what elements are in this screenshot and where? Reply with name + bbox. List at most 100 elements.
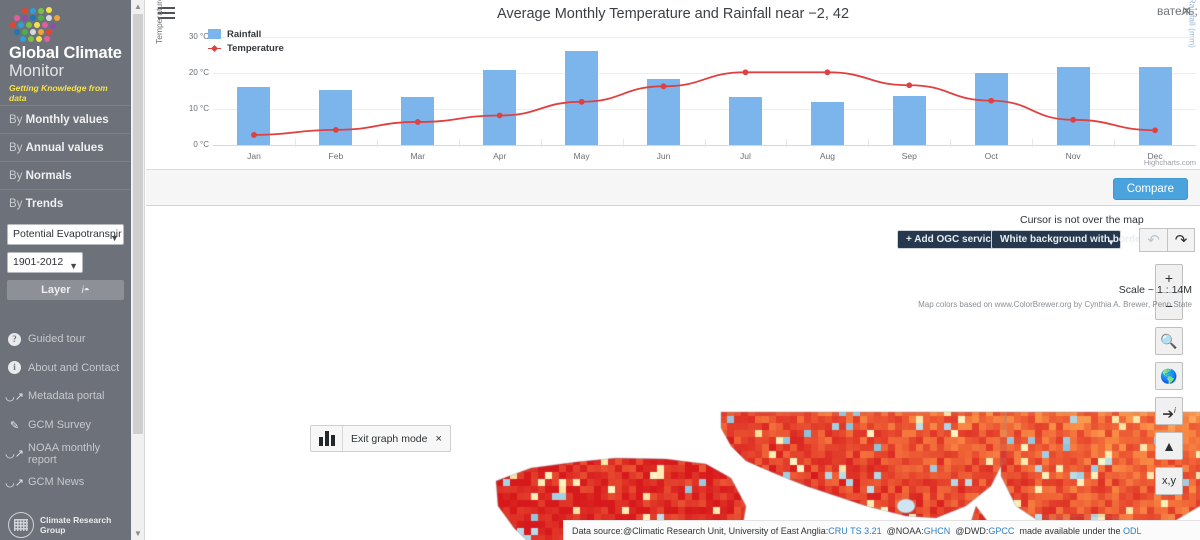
redo-arrow-icon[interactable]: ↷ [1167,228,1195,252]
chart-x-tick: Sep [901,151,917,161]
background-select[interactable]: White background with borders ▼ [991,230,1150,249]
chevron-down-icon: ▼ [69,261,78,271]
undo-redo-group: ↶ ↷ [1139,228,1195,252]
nav-prefix: By [9,198,26,210]
noaa-prefix: @NOAA: [886,526,924,536]
sidebar-item-monthly-values[interactable]: By Monthly values [0,105,131,133]
link-label: GCM News [28,476,85,489]
chart-x-tick-mark [1114,139,1116,147]
cursor-info-icon[interactable]: ➔i [1155,397,1183,425]
sidebar-scrollbar[interactable]: ▲ ▼ [131,0,145,540]
variable-select[interactable]: Potential Evapotranspir ▼ [7,224,124,245]
period-select-value: 1901-2012 [13,256,64,268]
chart-x-tick-mark [540,139,542,147]
variable-select-value: Potential Evapotranspir [13,228,122,240]
chart-x-tick-mark [622,139,624,147]
chart-x-tick-mark [786,139,788,147]
gpcc-link[interactable]: GPCC [988,526,1015,536]
nav-label: Trends [25,198,64,210]
data-source-bar: Data source:@Climatic Research Unit, Uni… [563,520,1200,540]
cursor-status-message: Cursor is not over the map [1020,214,1144,226]
scroll-down-icon[interactable]: ▼ [134,529,142,538]
scroll-up-icon[interactable]: ▲ [134,2,142,11]
undo-arrow-icon[interactable]: ↶ [1139,228,1167,252]
chart-x-tick: Jan [247,151,261,161]
sidebar-item-metadata-portal[interactable]: ◡↗ Metadata portal [0,382,131,411]
legend-label: Temperature [227,42,284,54]
sidebar-item-trends[interactable]: By Trends [0,189,131,217]
coordinates-button[interactable]: x,y [1155,467,1183,495]
info-circle-icon: i [8,361,21,375]
sidebar-links: ? Guided tour i About and Contact ◡↗ Met… [0,325,131,497]
sidebar-item-gcm-news[interactable]: ◡↗ GCM News [0,468,131,497]
climate-research-group-footer[interactable]: Climate Research Group [8,512,111,538]
sidebar: Global Climate Monitor Getting Knowledge… [0,0,131,540]
nav-label: Annual values [25,142,104,154]
zoom-out-button[interactable]: − [1155,292,1183,320]
chevron-down-icon: ▼ [110,233,119,243]
nav-label: Normals [25,170,72,182]
dwd-prefix: @DWD: [955,526,989,536]
chart-x-tick-mark [458,139,460,147]
exit-graph-mode-button[interactable]: × [435,432,442,445]
crg-logo-icon [8,512,34,538]
add-ogc-services-button[interactable]: + Add OGC services [897,230,1012,249]
gcm-logo [8,6,68,48]
legend-entry-rainfall[interactable]: Rainfall [208,27,284,41]
chart-bar[interactable] [483,70,517,145]
chart-bar[interactable] [892,96,926,145]
sidebar-controls: Potential Evapotranspir ▼ 1901-2012 ▼ La… [0,224,131,300]
antenna-icon[interactable]: ▲ [1155,432,1183,460]
crg-line-1: Climate Research [40,515,112,525]
survey-icon: ✎ [9,419,20,432]
zoom-magnifier-icon[interactable]: 🔍 [1155,327,1183,355]
period-select[interactable]: 1901-2012 ▼ [7,252,83,273]
close-window-icon[interactable]: ✕ [1181,4,1192,18]
temperature-line-series [251,69,1158,138]
compare-button[interactable]: Compare [1112,178,1188,200]
chart-bar[interactable] [319,90,353,145]
scrollbar-thumb[interactable] [133,14,143,434]
sidebar-item-guided-tour[interactable]: ? Guided tour [0,325,131,354]
map-viewport[interactable]: Exit graph mode × Legend ▾ ≤-128 mm. -32… [146,206,1200,540]
chart-x-tick: Apr [493,151,507,161]
chart-x-tick: Oct [984,151,998,161]
brand-line-1: Global Climate [9,44,122,62]
colorbrewer-credit: Map colors based on www.ColorBrewer.org … [918,300,1192,309]
sidebar-item-annual-values[interactable]: By Annual values [0,133,131,161]
map-raster-layer [146,206,1200,540]
ghcn-link[interactable]: GHCN [923,526,951,536]
cru-link[interactable]: CRU TS 3.21 [828,526,882,536]
chart-y-tick: 30 °C [188,32,209,41]
sidebar-item-about-contact[interactable]: i About and Contact [0,354,131,383]
chart-bar[interactable] [974,73,1008,145]
window-buttons: ватель; ✕ [1157,4,1198,19]
sidebar-item-normals[interactable]: By Normals [0,161,131,189]
link-label: GCM Survey [28,419,91,432]
odl-link[interactable]: ODL [1123,526,1142,536]
zoom-in-button[interactable]: + [1155,264,1183,292]
chart-legend: Rainfall Temperature [208,27,284,55]
globe-icon[interactable]: 🌎 [1155,362,1183,390]
chart-bar[interactable] [810,101,844,145]
chart-x-tick: Dec [1147,151,1163,161]
map-scale-text: Scale ~ 1 : 14M [1118,284,1192,296]
question-circle-icon: ? [8,332,21,346]
data-source-prefix: Data source:@Climatic Research Unit, Uni… [572,526,829,536]
odl-prefix: made available under the [1019,526,1124,536]
bar-chart-icon[interactable] [311,426,343,451]
chart-x-tick-mark [704,139,706,147]
legend-entry-temperature[interactable]: Temperature [208,41,284,55]
restore-window-icon[interactable]: ватель; [1157,4,1198,18]
highcharts-credit[interactable]: Highcharts.com [1143,158,1196,167]
sidebar-item-gcm-survey[interactable]: ✎ GCM Survey [0,411,131,440]
chart-bar[interactable] [647,78,681,145]
sidebar-item-noaa-monthly-report[interactable]: ◡↗ NOAA monthly report [0,439,131,468]
layer-button[interactable]: Layer i◓ [7,280,124,300]
chart-bar[interactable] [565,51,599,145]
hamburger-menu-icon[interactable] [158,7,175,22]
chart-y-tick: 10 °C [188,104,209,113]
nav-prefix: By [9,114,26,126]
chart-bar[interactable] [1056,67,1090,145]
chart-bar[interactable] [728,97,762,145]
